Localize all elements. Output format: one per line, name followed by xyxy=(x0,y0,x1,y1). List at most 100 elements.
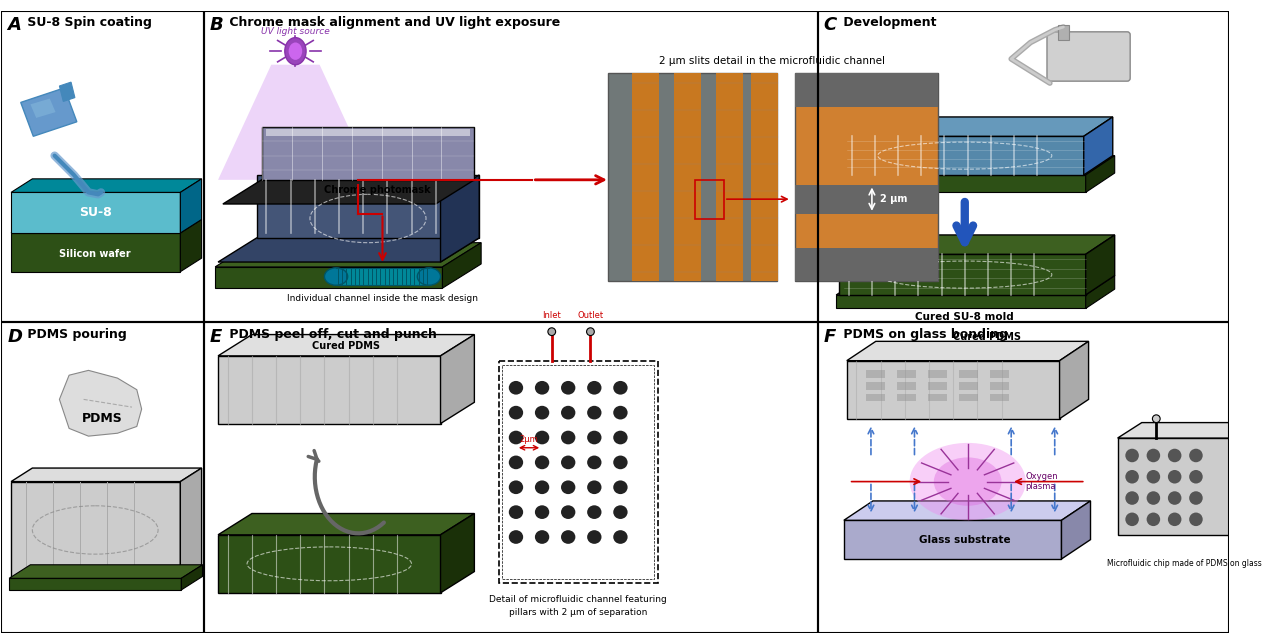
Text: pillars with 2 μm of separation: pillars with 2 μm of separation xyxy=(509,609,647,618)
Ellipse shape xyxy=(910,443,1025,520)
Ellipse shape xyxy=(536,455,549,469)
Ellipse shape xyxy=(588,406,602,419)
Bar xyxy=(897,382,916,390)
Ellipse shape xyxy=(1147,513,1160,526)
Ellipse shape xyxy=(1167,513,1181,526)
Text: Outlet: Outlet xyxy=(577,311,604,320)
Ellipse shape xyxy=(536,506,549,519)
Text: PDMS pouring: PDMS pouring xyxy=(23,328,127,341)
Ellipse shape xyxy=(613,381,628,395)
Polygon shape xyxy=(20,88,77,137)
Text: PDMS peel off, cut and punch: PDMS peel off, cut and punch xyxy=(225,328,437,341)
Polygon shape xyxy=(1228,422,1253,535)
Polygon shape xyxy=(218,64,373,180)
Text: Oxygen
plasma: Oxygen plasma xyxy=(1025,472,1058,491)
Polygon shape xyxy=(60,370,142,436)
Text: Cured SU-8 mold: Cured SU-8 mold xyxy=(915,312,1014,323)
Polygon shape xyxy=(181,565,203,590)
Bar xyxy=(1,10,203,322)
Ellipse shape xyxy=(418,268,440,285)
Ellipse shape xyxy=(561,381,575,395)
Ellipse shape xyxy=(561,431,575,444)
Polygon shape xyxy=(1060,341,1089,419)
Polygon shape xyxy=(839,254,1086,295)
Ellipse shape xyxy=(561,480,575,494)
Ellipse shape xyxy=(1126,470,1138,484)
Ellipse shape xyxy=(1126,513,1138,526)
Text: 2μm: 2μm xyxy=(519,435,538,444)
Bar xyxy=(867,370,886,378)
Bar xyxy=(794,73,938,108)
Text: Chrome mask alignment and UV light exposure: Chrome mask alignment and UV light expos… xyxy=(225,16,560,30)
Polygon shape xyxy=(443,243,481,288)
Bar xyxy=(794,185,938,214)
Bar xyxy=(716,73,744,281)
Text: Individual channel inside the mask design: Individual channel inside the mask desig… xyxy=(287,294,478,303)
Polygon shape xyxy=(9,565,203,578)
Ellipse shape xyxy=(613,530,628,544)
Polygon shape xyxy=(261,127,475,180)
Text: 2 μm: 2 μm xyxy=(879,194,907,204)
Polygon shape xyxy=(218,535,440,593)
Text: SU-8 mold: SU-8 mold xyxy=(317,601,374,611)
Bar xyxy=(817,10,1228,322)
Ellipse shape xyxy=(509,480,523,494)
Ellipse shape xyxy=(588,506,602,519)
Polygon shape xyxy=(30,99,56,118)
Polygon shape xyxy=(216,243,481,267)
Text: C: C xyxy=(824,16,836,34)
Ellipse shape xyxy=(1189,449,1203,462)
Bar xyxy=(695,180,723,218)
Text: PDMS: PDMS xyxy=(81,412,122,425)
Ellipse shape xyxy=(536,530,549,544)
Ellipse shape xyxy=(561,455,575,469)
Bar xyxy=(959,370,978,378)
Ellipse shape xyxy=(613,480,628,494)
Text: Chrome photomask: Chrome photomask xyxy=(325,185,431,194)
Bar xyxy=(751,73,778,281)
Ellipse shape xyxy=(588,530,602,544)
Polygon shape xyxy=(440,335,475,424)
Ellipse shape xyxy=(613,431,628,444)
Polygon shape xyxy=(256,175,480,238)
Bar xyxy=(794,247,938,281)
Bar xyxy=(674,73,700,281)
Bar xyxy=(928,382,948,390)
Polygon shape xyxy=(1086,276,1114,308)
Ellipse shape xyxy=(588,381,602,395)
Polygon shape xyxy=(839,175,1086,193)
Text: F: F xyxy=(824,328,836,346)
Text: Silicon wafer: Silicon wafer xyxy=(60,249,131,260)
Polygon shape xyxy=(440,175,480,262)
Polygon shape xyxy=(1086,156,1114,193)
Text: Cured PDMS: Cured PDMS xyxy=(953,332,1022,342)
Bar xyxy=(867,393,886,401)
Polygon shape xyxy=(844,501,1090,520)
Text: A: A xyxy=(8,16,22,34)
Polygon shape xyxy=(9,578,181,590)
Ellipse shape xyxy=(1147,470,1160,484)
Text: E: E xyxy=(209,328,222,346)
Polygon shape xyxy=(1084,117,1113,175)
Ellipse shape xyxy=(1167,449,1181,462)
Text: UV light source: UV light source xyxy=(261,26,330,35)
Text: Detail of microfluidic channel featuring: Detail of microfluidic channel featuring xyxy=(489,595,666,604)
Bar xyxy=(1057,25,1070,39)
Ellipse shape xyxy=(536,381,549,395)
Text: D: D xyxy=(8,328,22,346)
Ellipse shape xyxy=(1189,491,1203,505)
Bar xyxy=(990,382,1009,390)
Bar xyxy=(203,10,817,322)
Ellipse shape xyxy=(325,268,348,285)
Ellipse shape xyxy=(1126,491,1138,505)
Polygon shape xyxy=(1086,235,1114,295)
Text: Microfluidic chip made of PDMS on glass: Microfluidic chip made of PDMS on glass xyxy=(1107,559,1261,568)
Ellipse shape xyxy=(561,406,575,419)
Polygon shape xyxy=(218,513,475,535)
Polygon shape xyxy=(11,179,202,193)
Ellipse shape xyxy=(509,406,523,419)
Ellipse shape xyxy=(1152,415,1160,422)
Polygon shape xyxy=(836,295,1086,308)
Polygon shape xyxy=(11,193,180,233)
Bar xyxy=(817,322,1228,634)
